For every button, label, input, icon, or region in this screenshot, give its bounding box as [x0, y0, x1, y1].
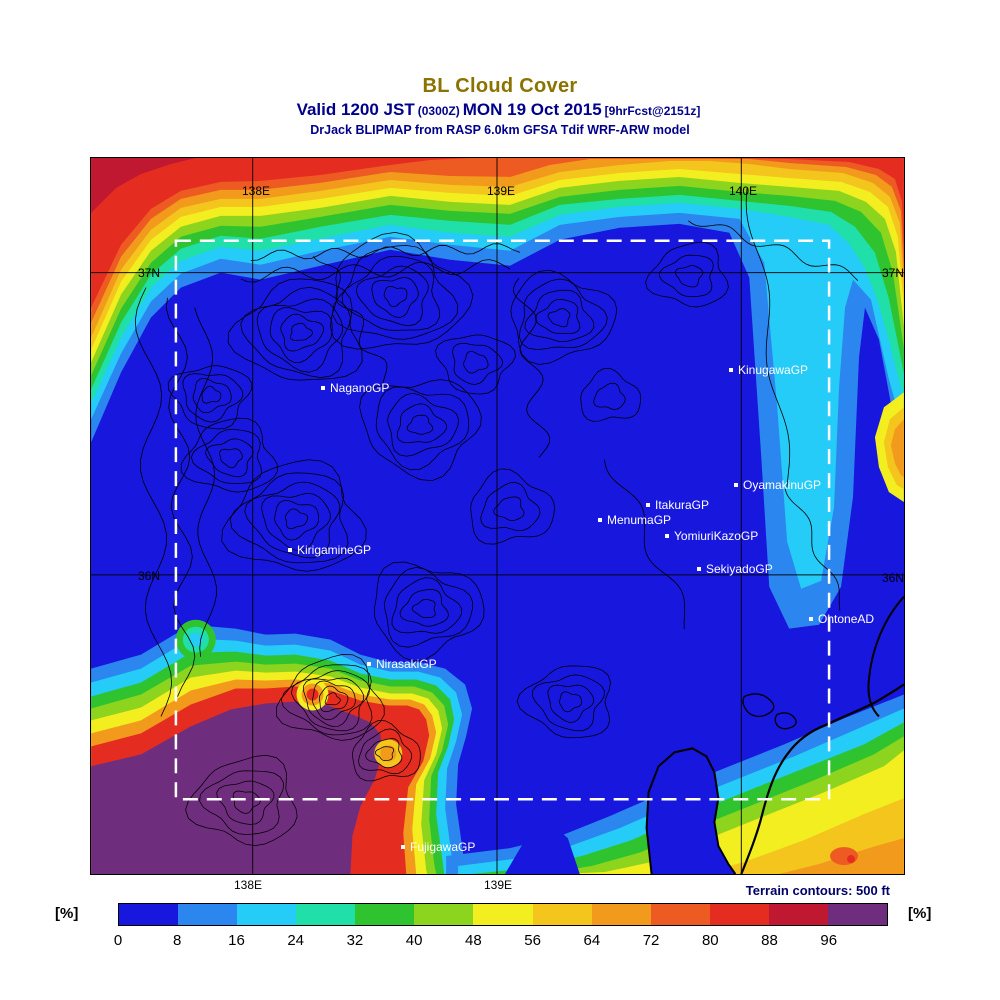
colorbar-segment [119, 904, 179, 925]
longitude-label: 139E [483, 878, 513, 892]
colorbar-segment [650, 904, 710, 925]
colorbar-tick: 56 [524, 932, 541, 949]
model-info-line: DrJack BLIPMAP from RASP 6.0km GFSA Tdif… [310, 123, 690, 137]
colorbar-tick: 80 [701, 932, 719, 949]
colorbar-tick: 32 [346, 932, 364, 949]
percent-unit-label-left: [%] [55, 905, 79, 922]
forecast-map: 138E 139E 140E 37N 36N 37N 36N NaganoGP Kinugaw… [90, 157, 905, 875]
page-title: BL Cloud Cover [422, 75, 578, 97]
cloud-cover-field [91, 158, 904, 874]
colorbar-tick: 40 [405, 932, 423, 949]
forecast-issue-tag: [9hrFcst@2151z] [604, 104, 701, 118]
colorbar-segment [178, 904, 238, 925]
colorbar-tick: 96 [820, 932, 838, 949]
colorbar-tick: 0 [113, 932, 123, 949]
colorbar-tick: 88 [761, 932, 778, 949]
colorbar-segment [827, 904, 888, 925]
colorbar [118, 903, 888, 926]
colorbar-segment [355, 904, 415, 925]
colorbar-tick: 48 [465, 932, 482, 949]
colorbar-segment [296, 904, 356, 925]
colorbar-segment [532, 904, 592, 925]
colorbar-segment [414, 904, 474, 925]
valid-time-main: Valid 1200 JST [296, 100, 415, 119]
colorbar-tick: 16 [228, 932, 245, 949]
colorbar-tick: 24 [287, 932, 305, 949]
valid-time-zulu: (0300Z) [417, 104, 460, 118]
longitude-label: 138E [233, 878, 263, 892]
colorbar-segment [473, 904, 533, 925]
valid-date: MON 19 Oct 2015 [462, 100, 602, 119]
colorbar-segment [709, 904, 769, 925]
valid-time-line: Valid 1200 JST (0300Z) MON 19 Oct 2015 [9hr… [0, 100, 1000, 120]
colorbar-segment [768, 904, 828, 925]
colorbar-segment [591, 904, 651, 925]
colorbar-segment [237, 904, 297, 925]
colorbar-tick: 64 [583, 932, 601, 949]
colorbar-tick: 8 [173, 932, 182, 949]
percent-unit-label-right: [%] [908, 905, 932, 922]
terrain-contours-note: Terrain contours: 500 ft [745, 883, 890, 898]
colorbar-tick: 72 [642, 932, 660, 949]
